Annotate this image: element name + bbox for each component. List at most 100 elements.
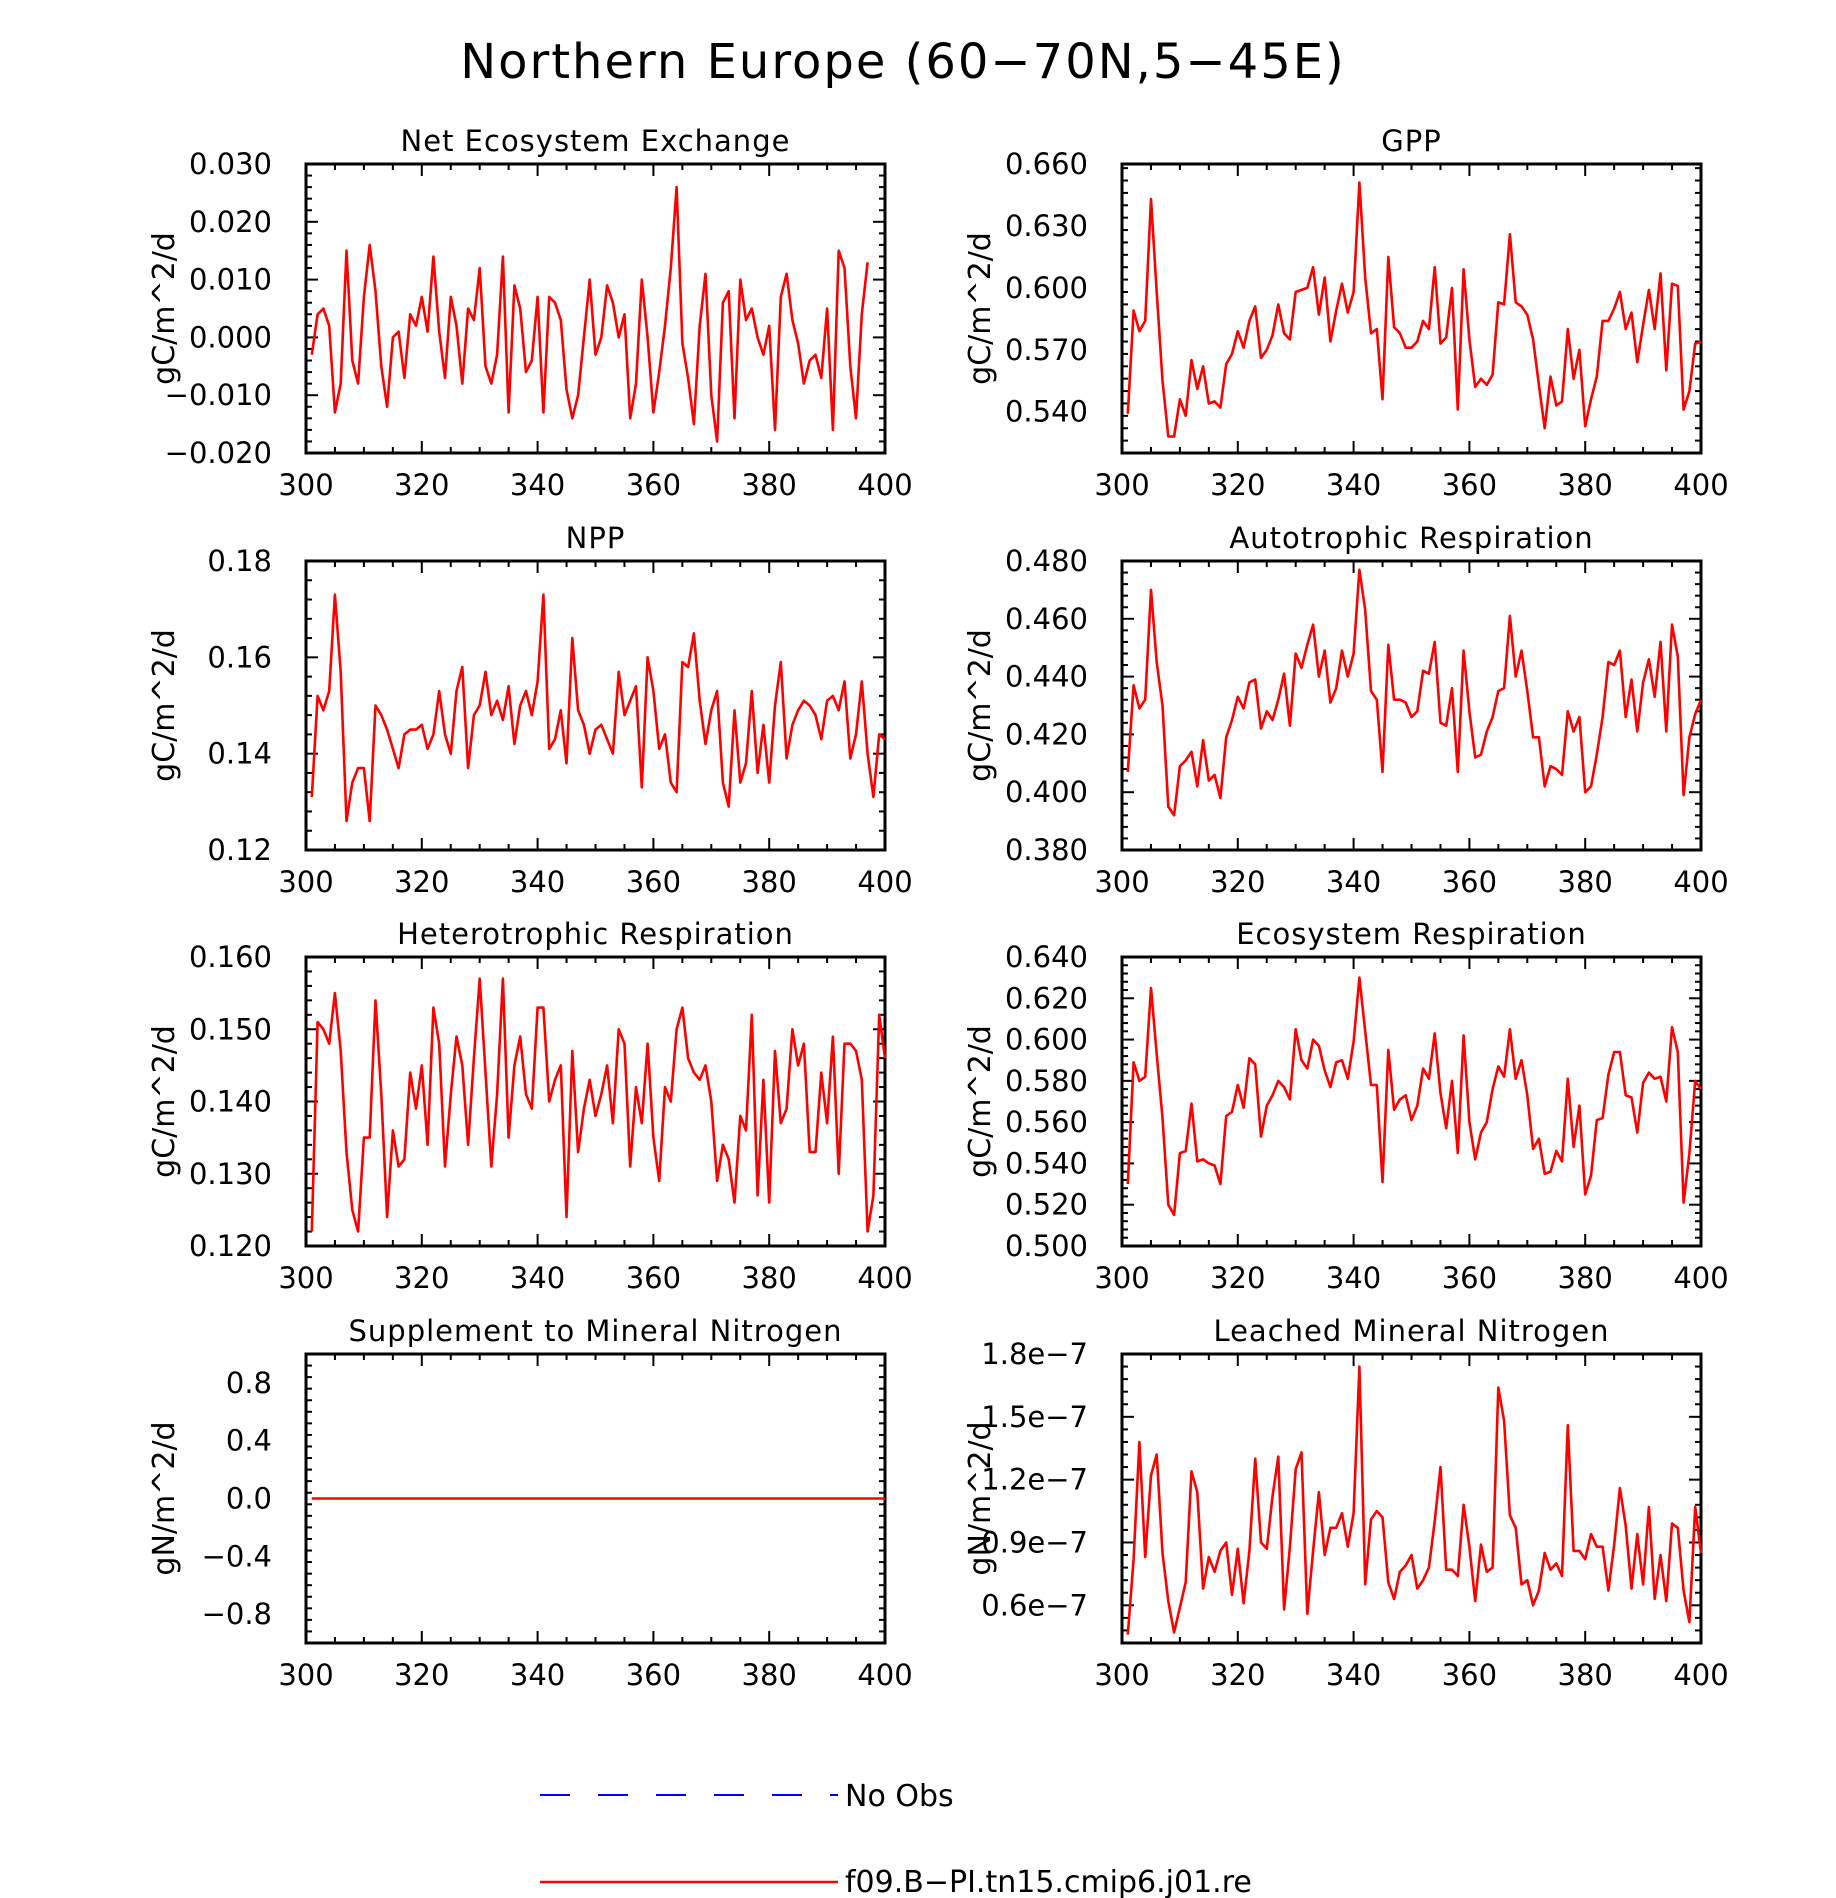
y-tick-label: 0.030 [189, 147, 272, 181]
plot-frame [304, 955, 887, 1248]
y-tick-label: 0.6e−7 [981, 1588, 1088, 1622]
y-axis-label: gN/m^2/d [147, 1421, 182, 1575]
y-tick-label: 0.600 [1005, 1023, 1088, 1057]
plot-frame [1120, 955, 1703, 1248]
x-tick-label: 320 [1210, 468, 1265, 502]
x-tick-label: 340 [1326, 1658, 1381, 1692]
y-tick-label: 1.2e−7 [981, 1463, 1088, 1497]
y-tick-label: 0.010 [189, 263, 272, 297]
y-tick-label: 0.8 [226, 1366, 272, 1400]
x-tick-label: 320 [394, 1261, 449, 1295]
y-tick-label: 0.630 [1005, 209, 1088, 243]
y-tick-label: 0.9e−7 [981, 1525, 1088, 1559]
x-tick-label: 380 [1558, 1261, 1613, 1295]
plot-frame [304, 162, 887, 455]
legend-label-no-obs: No Obs [845, 1779, 954, 1814]
y-axis-label: gC/m^2/d [147, 629, 182, 782]
series-line [310, 593, 886, 823]
chart-ecosystem-respiration: 300 320 340 360 380 400 0.500 0.520 0.540 0.560 0.… [963, 917, 1729, 1295]
panel-title: GPP [1381, 124, 1441, 158]
x-tick-label: 400 [857, 1658, 912, 1692]
x-tick-label: 400 [1673, 468, 1728, 502]
y-tick-label: 0.480 [1005, 544, 1088, 578]
y-tick-label: 0.150 [189, 1012, 272, 1046]
y-tick-label: 0.18 [207, 544, 272, 578]
plot-frame [304, 559, 887, 852]
y-tick-label: 0.420 [1005, 717, 1088, 751]
panel-title: Supplement to Mineral Nitrogen [349, 1314, 843, 1348]
x-tick-label: 320 [394, 865, 449, 899]
y-tick-label: 0.660 [1005, 147, 1088, 181]
chart-npp: 300 320 340 360 380 400 0.12 0.14 0.16 0.18 NPP gC/… [147, 521, 913, 899]
x-tick-label: 300 [1094, 468, 1149, 502]
x-tick-label: 380 [742, 468, 797, 502]
legend: No Obs f09.B−PI.tn15.cmip6.j01.re [540, 1779, 1252, 1898]
y-tick-label: −0.010 [165, 378, 272, 412]
series-line [1126, 568, 1703, 817]
y-axis-label: gC/m^2/d [963, 1025, 998, 1178]
y-tick-label: 0.14 [207, 737, 272, 771]
y-tick-label: 0.12 [207, 833, 272, 867]
y-tick-label: 0.0 [226, 1482, 272, 1516]
y-tick-label: 0.4 [226, 1424, 272, 1458]
series-line [310, 977, 887, 1233]
chart-supplement-to-mineral-nitrogen: 300 320 340 360 380 400 −0.8 −0.4 0.0 0.4 0.8 Suppl… [147, 1314, 913, 1692]
x-tick-label: 340 [510, 1658, 565, 1692]
x-tick-label: 380 [742, 1261, 797, 1295]
panel-title: Heterotrophic Respiration [397, 917, 794, 951]
y-tick-label: 0.600 [1005, 271, 1088, 305]
x-tick-label: 400 [1673, 1658, 1728, 1692]
chart-gpp: 300 320 340 360 380 400 0.540 0.570 0.600 0.630 0.… [963, 124, 1729, 502]
y-tick-label: 0.000 [189, 320, 272, 354]
y-tick-label: 0.160 [189, 940, 272, 974]
y-tick-label: 0.380 [1005, 833, 1088, 867]
x-tick-label: 320 [1210, 1261, 1265, 1295]
x-tick-label: 300 [1094, 865, 1149, 899]
plot-frame [1120, 1352, 1703, 1645]
x-tick-label: 360 [626, 865, 681, 899]
x-tick-label: 300 [1094, 1658, 1149, 1692]
legend-label-model: f09.B−PI.tn15.cmip6.j01.re [845, 1865, 1252, 1898]
y-tick-label: 0.460 [1005, 602, 1088, 636]
plot-frame [1120, 559, 1703, 852]
panel-title: Autotrophic Respiration [1229, 521, 1593, 555]
x-tick-label: 380 [1558, 468, 1613, 502]
y-axis-label: gC/m^2/d [147, 232, 182, 385]
x-tick-label: 400 [1673, 865, 1728, 899]
series-line [1126, 1365, 1703, 1635]
chart-leached-mineral-nitrogen: 300 320 340 360 380 400 0.6e−7 0.9e−7 1.2e−7 1.5e… [963, 1314, 1729, 1692]
x-tick-label: 340 [1326, 468, 1381, 502]
x-tick-label: 360 [626, 1261, 681, 1295]
x-tick-label: 360 [1442, 1261, 1497, 1295]
x-tick-label: 360 [626, 468, 681, 502]
y-tick-label: 0.540 [1005, 1146, 1088, 1180]
y-tick-label: 0.520 [1005, 1188, 1088, 1222]
x-tick-label: 380 [742, 865, 797, 899]
series-line [1126, 181, 1702, 438]
x-tick-label: 340 [510, 865, 565, 899]
y-tick-label: 1.5e−7 [981, 1400, 1088, 1434]
x-tick-label: 320 [394, 1658, 449, 1692]
x-tick-label: 340 [510, 1261, 565, 1295]
x-tick-label: 300 [1094, 1261, 1149, 1295]
x-tick-label: 300 [278, 865, 333, 899]
y-tick-label: 0.120 [189, 1229, 272, 1263]
y-tick-label: −0.8 [202, 1597, 272, 1631]
chart-net-ecosystem-exchange: 300 320 340 360 380 400 −0.020 −0.010 0.000 0.010… [147, 124, 913, 502]
panel-title: Net Ecosystem Exchange [401, 124, 791, 158]
y-tick-label: 0.440 [1005, 660, 1088, 694]
x-tick-label: 360 [626, 1658, 681, 1692]
x-tick-label: 380 [1558, 865, 1613, 899]
x-tick-label: 300 [278, 1658, 333, 1692]
x-tick-label: 360 [1442, 468, 1497, 502]
series-line [1126, 976, 1703, 1217]
x-tick-label: 400 [857, 1261, 912, 1295]
y-tick-label: −0.020 [165, 436, 272, 470]
y-tick-label: 0.400 [1005, 775, 1088, 809]
x-tick-label: 340 [1326, 865, 1381, 899]
panels: 300 320 340 360 380 400 −0.020 −0.010 0.000 0.010… [147, 124, 1729, 1692]
x-tick-label: 400 [1673, 1261, 1728, 1295]
x-tick-label: 300 [278, 1261, 333, 1295]
figure-title: Northern Europe (60−70N,5−45E) [460, 34, 1346, 90]
